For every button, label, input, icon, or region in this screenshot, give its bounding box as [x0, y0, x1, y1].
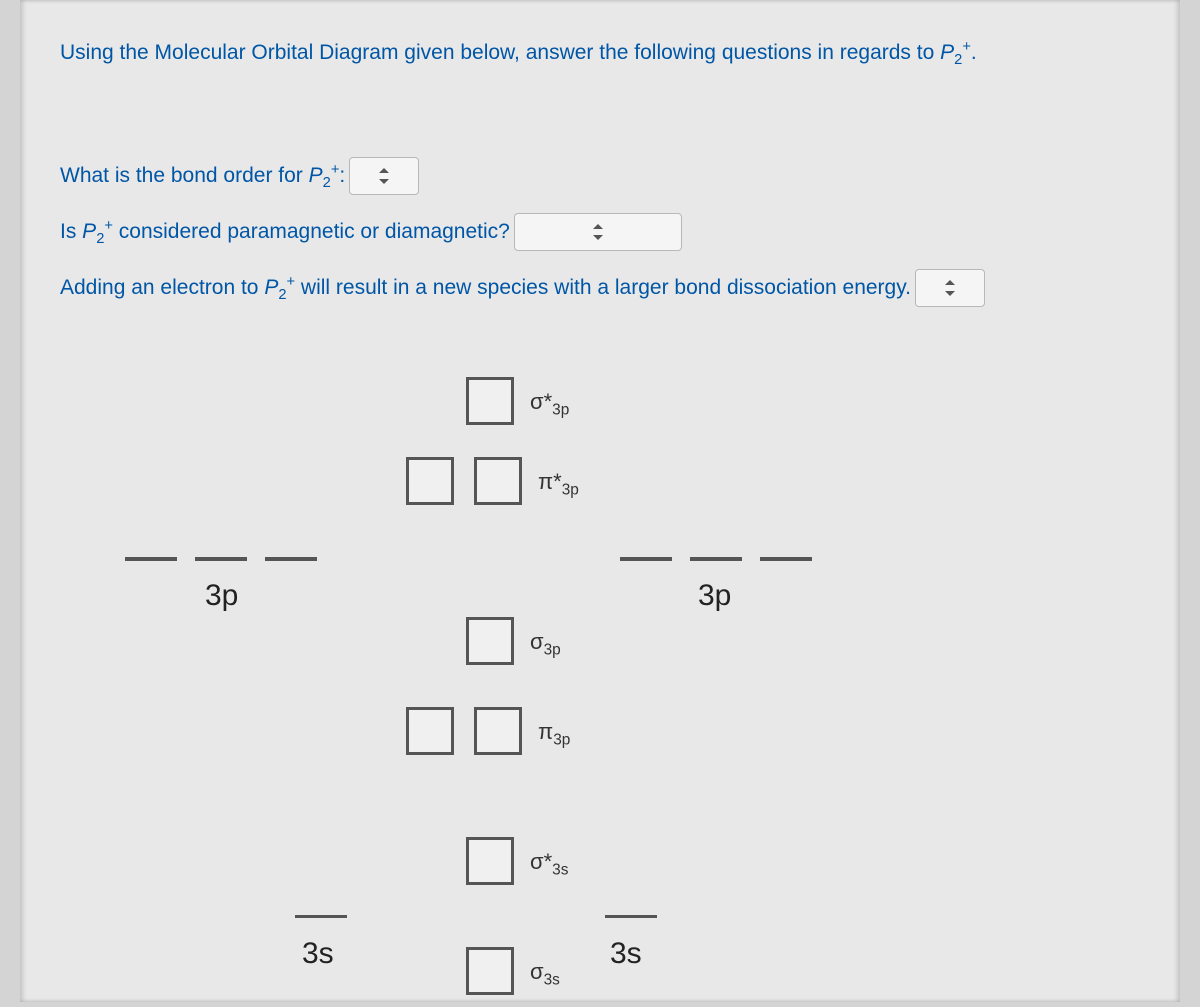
intro-text: Using the Molecular Orbital Diagram give… — [60, 36, 977, 71]
species-base-2: P — [309, 164, 323, 187]
q3-suffix: will result in a new species with a larg… — [295, 276, 911, 299]
q1-suffix: : — [339, 164, 345, 187]
species-sub-4: 2 — [278, 287, 286, 303]
mo-label: π*3p — [538, 469, 579, 499]
chevron-updown-icon — [593, 224, 603, 240]
atomic-level-dash — [195, 557, 247, 561]
left-3s-label: 3s — [302, 937, 334, 971]
right-3s-label: 3s — [610, 937, 642, 971]
q2-text: Is P2+ considered paramagnetic or diamag… — [60, 215, 510, 250]
chevron-updown-icon — [379, 168, 389, 184]
left-3p-label: 3p — [205, 579, 238, 613]
species-sup-4: + — [287, 274, 296, 290]
mo-label: σ3s — [530, 959, 560, 989]
magnetic-select[interactable] — [514, 213, 682, 251]
atomic-level-dash — [295, 915, 347, 918]
atomic-level-dash — [265, 557, 317, 561]
mo-checkbox[interactable] — [406, 707, 454, 755]
mo-label: σ*3p — [530, 389, 569, 419]
species-sup-3: + — [104, 218, 113, 234]
chevron-updown-icon — [945, 280, 955, 296]
species-base-3: P — [82, 220, 96, 243]
q3-text: Adding an electron to P2+ will result in… — [60, 271, 911, 306]
mo-label: σ3p — [530, 629, 561, 659]
bde-select[interactable] — [915, 269, 985, 307]
species-base-4: P — [264, 276, 278, 299]
mo-checkbox[interactable] — [406, 457, 454, 505]
intro-prefix: Using the Molecular Orbital Diagram give… — [60, 41, 940, 64]
species-sup-1: + — [962, 39, 971, 55]
mo-checkbox[interactable] — [474, 707, 522, 755]
mo-checkbox[interactable] — [466, 617, 514, 665]
intro-period: . — [971, 41, 977, 64]
q2-prefix: Is — [60, 220, 82, 243]
species-sub-2: 2 — [323, 175, 331, 191]
species-base-1: P — [940, 41, 954, 64]
mo-checkbox[interactable] — [466, 837, 514, 885]
mo-checkbox[interactable] — [474, 457, 522, 505]
mo-checkbox[interactable] — [466, 947, 514, 995]
q2-suffix: considered paramagnetic or diamagnetic? — [113, 220, 510, 243]
atomic-level-dash — [605, 915, 657, 918]
bond-order-select[interactable] — [349, 157, 419, 195]
mo-diagram: 3p 3p 3s 3s σ*3p π*3p σ3p π3p σ*3s σ3s — [60, 347, 1140, 1007]
atomic-level-dash — [125, 557, 177, 561]
q3-prefix: Adding an electron to — [60, 276, 264, 299]
mo-label: π3p — [538, 719, 570, 749]
q1-prefix: What is the bond order for — [60, 164, 309, 187]
atomic-level-dash — [690, 557, 742, 561]
atomic-level-dash — [620, 557, 672, 561]
mo-checkbox[interactable] — [466, 377, 514, 425]
right-3p-label: 3p — [698, 579, 731, 613]
q1-text: What is the bond order for P2+: — [60, 159, 345, 194]
mo-label: σ*3s — [530, 849, 568, 879]
atomic-level-dash — [760, 557, 812, 561]
